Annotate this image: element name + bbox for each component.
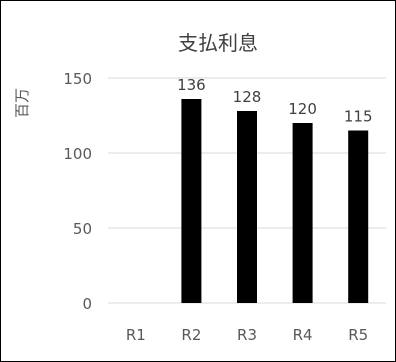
data-labels: 136 128 120 115 xyxy=(177,76,372,126)
bar-R5 xyxy=(348,130,369,303)
x-tick-label-R3: R3 xyxy=(237,326,257,344)
y-axis-ticks: 0 50 100 150 xyxy=(63,70,92,313)
x-tick-label-R4: R4 xyxy=(293,326,313,344)
x-tick-label-R1: R1 xyxy=(126,326,146,344)
y-axis-label: 百万 xyxy=(13,88,31,118)
y-tick-label: 100 xyxy=(63,145,92,163)
x-tick-label-R2: R2 xyxy=(181,326,201,344)
x-axis-ticks: R1 R2 R3 R4 R5 xyxy=(126,326,368,344)
data-label-R2: 136 xyxy=(177,76,206,94)
x-tick-label-R5: R5 xyxy=(348,326,368,344)
bar-R4 xyxy=(292,123,313,303)
bar-R3 xyxy=(237,111,257,303)
y-tick-label: 150 xyxy=(63,70,92,88)
data-label-R5: 115 xyxy=(344,108,373,126)
data-label-R4: 120 xyxy=(288,100,317,118)
bars xyxy=(181,99,369,303)
chart-title: 支払利息 xyxy=(178,31,258,55)
bar-R2 xyxy=(181,99,202,303)
data-label-R3: 128 xyxy=(233,88,262,106)
y-tick-label: 50 xyxy=(73,220,92,238)
y-tick-label: 0 xyxy=(82,295,92,313)
